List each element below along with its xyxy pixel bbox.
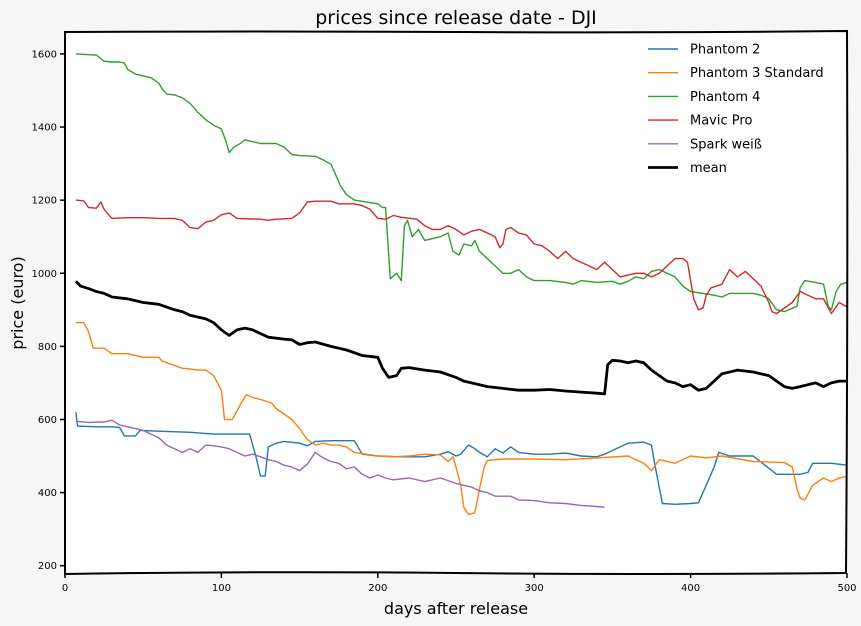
y-axis-label: price (euro) bbox=[8, 256, 27, 349]
y-tick-label-4: 1000 bbox=[32, 269, 57, 280]
series-line-4 bbox=[75, 419, 605, 508]
ticks-layer: 0 100 200 300 400 500 200 400 600 800 1000 1200 1400… bbox=[32, 49, 857, 594]
legend-label-1: Phantom 3 Standard bbox=[690, 66, 824, 81]
y-tick-label-7: 1600 bbox=[32, 49, 57, 60]
series-line-0 bbox=[75, 412, 848, 505]
plot-frame bbox=[63, 29, 849, 576]
series-line-1 bbox=[75, 321, 848, 516]
x-tick-label-0: 0 bbox=[62, 583, 68, 594]
series-line-5 bbox=[74, 280, 847, 396]
y-tick-label-1: 400 bbox=[38, 488, 57, 499]
legend-label-2: Phantom 4 bbox=[690, 90, 760, 105]
series-layer bbox=[74, 53, 848, 516]
y-tick-label-5: 1200 bbox=[32, 196, 57, 207]
legend-label-5: mean bbox=[690, 161, 727, 176]
y-tick-label-2: 600 bbox=[38, 415, 57, 426]
x-tick-label-1: 100 bbox=[212, 583, 231, 594]
legend: Phantom 2 Phantom 3 Standard Phantom 4 Mavi… bbox=[648, 43, 824, 176]
x-tick-label-2: 200 bbox=[368, 583, 387, 594]
chart-title: prices since release date - DJI bbox=[315, 7, 597, 29]
y-tick-label-3: 800 bbox=[38, 342, 57, 353]
series-line-3 bbox=[75, 199, 848, 315]
y-tick-label-6: 1400 bbox=[32, 123, 57, 134]
series-line-2 bbox=[75, 53, 848, 313]
x-tick-label-3: 300 bbox=[525, 583, 544, 594]
legend-label-0: Phantom 2 bbox=[690, 43, 760, 58]
x-tick-label-5: 500 bbox=[837, 583, 856, 594]
y-tick-label-0: 200 bbox=[38, 561, 57, 572]
legend-label-3: Mavic Pro bbox=[690, 114, 752, 129]
x-tick-label-4: 400 bbox=[681, 583, 700, 594]
x-axis-label: days after release bbox=[384, 599, 528, 618]
legend-label-4: Spark weiß bbox=[690, 137, 762, 152]
